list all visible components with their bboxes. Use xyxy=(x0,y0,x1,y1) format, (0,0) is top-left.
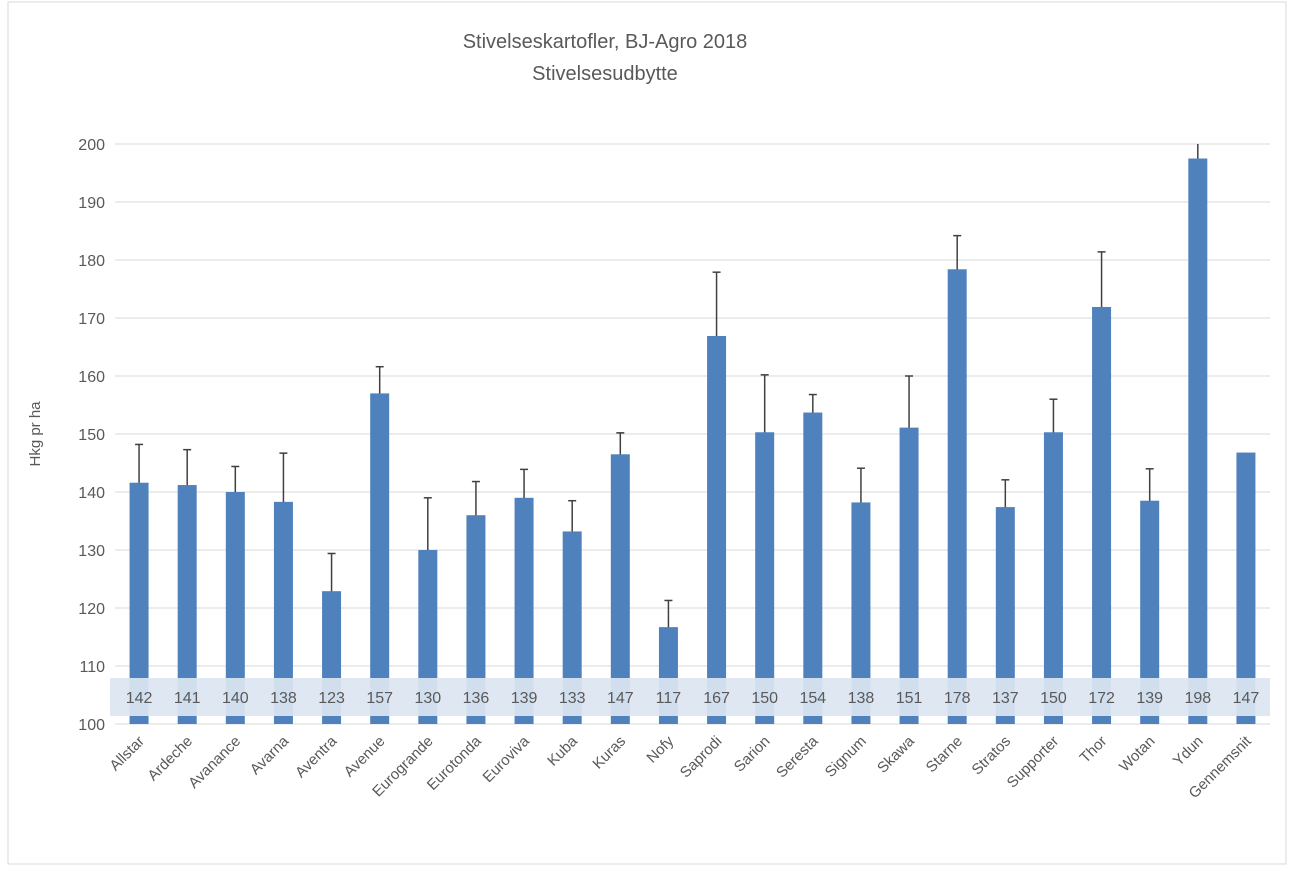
value-label: 141 xyxy=(174,690,201,707)
bar xyxy=(803,412,823,724)
value-label: 138 xyxy=(270,690,297,707)
y-tick-label: 140 xyxy=(78,485,105,502)
bar xyxy=(851,502,871,724)
y-tick-label: 190 xyxy=(78,195,105,212)
value-label: 136 xyxy=(463,690,490,707)
value-label: 130 xyxy=(414,690,441,707)
bar xyxy=(466,515,486,724)
y-tick-label: 110 xyxy=(79,659,105,676)
value-label: 147 xyxy=(607,690,634,707)
value-label: 117 xyxy=(656,690,682,707)
bar xyxy=(1236,452,1256,724)
chart-subtitle: Stivelsesudbytte xyxy=(532,63,678,85)
value-label: 151 xyxy=(896,690,923,707)
value-label: 150 xyxy=(1040,690,1067,707)
bar xyxy=(707,335,727,724)
value-label: 133 xyxy=(559,690,586,707)
y-tick-label: 200 xyxy=(78,137,105,154)
bar xyxy=(755,432,775,724)
y-tick-label: 180 xyxy=(78,253,105,270)
y-tick-label: 170 xyxy=(78,311,105,328)
value-label: 139 xyxy=(1136,690,1163,707)
value-label: 140 xyxy=(222,690,249,707)
value-label: 167 xyxy=(703,690,730,707)
y-tick-label: 150 xyxy=(78,427,105,444)
chart-border xyxy=(7,1,1287,865)
value-label: 142 xyxy=(126,690,153,707)
bar xyxy=(177,485,197,724)
bar xyxy=(370,393,390,724)
y-tick-label: 160 xyxy=(78,369,105,386)
value-label: 138 xyxy=(848,690,875,707)
y-tick-label: 130 xyxy=(78,543,105,560)
bar xyxy=(1188,158,1208,724)
value-label: 139 xyxy=(511,690,538,707)
chart-title: Stivelseskartofler, BJ-Agro 2018 xyxy=(463,31,748,53)
y-axis-label: Hkg pr ha xyxy=(27,401,44,467)
bar xyxy=(514,497,534,724)
bar xyxy=(225,492,245,724)
bar xyxy=(610,454,630,724)
value-label: 178 xyxy=(944,690,971,707)
value-label: 123 xyxy=(318,690,345,707)
value-label: 157 xyxy=(366,690,393,707)
value-label: 147 xyxy=(1233,690,1260,707)
bar xyxy=(947,269,967,724)
bar xyxy=(562,531,582,724)
value-label: 172 xyxy=(1088,690,1115,707)
bar xyxy=(995,507,1015,724)
value-label: 198 xyxy=(1184,690,1211,707)
bar xyxy=(273,501,293,724)
data-table-band xyxy=(110,678,1270,716)
value-label: 150 xyxy=(751,690,778,707)
bar xyxy=(1140,500,1160,724)
bar xyxy=(1092,306,1112,724)
bar xyxy=(899,427,919,724)
value-label: 137 xyxy=(992,690,1019,707)
bar xyxy=(1043,432,1063,724)
y-tick-label: 120 xyxy=(78,601,105,618)
y-tick-label: 100 xyxy=(78,717,105,734)
bar xyxy=(129,482,149,724)
value-label: 154 xyxy=(799,690,826,707)
